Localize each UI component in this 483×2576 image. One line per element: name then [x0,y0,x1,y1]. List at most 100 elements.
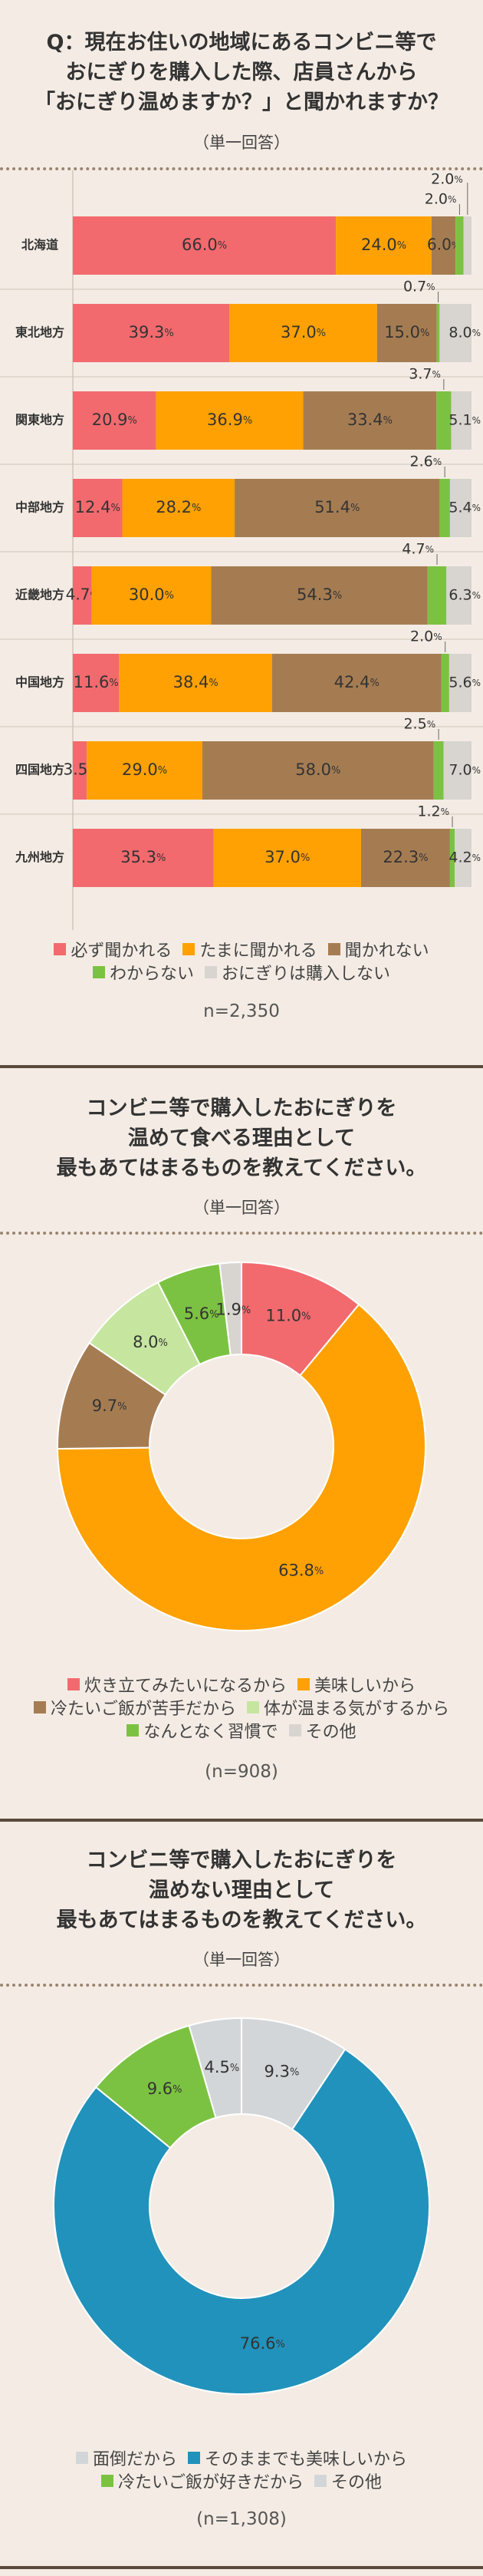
data-label: 2.0% [431,171,463,188]
percent-unit: % [192,503,201,514]
bar-segment [436,304,440,362]
legend-label: 必ず聞かれる [71,942,172,961]
data-label: 8.0% [449,325,481,341]
divider [0,167,483,170]
category-label: 中部地方 [15,500,64,515]
bar-segment [455,216,464,275]
bar-segment [432,216,456,275]
percent-unit: % [419,853,428,864]
bar-segment [213,829,361,887]
legend-swatch [33,1701,46,1713]
pie-slice [219,1261,242,1356]
bar-segment [436,391,452,450]
percent-unit: % [230,2062,239,2073]
bar-segment [156,391,304,450]
legend-swatch [54,943,67,955]
legend-swatch [127,1724,140,1737]
percent-unit: % [156,853,166,864]
legend-label: 冷たいご飯が好きだから [117,2473,304,2492]
bar-segment [91,566,212,625]
question-3-subtitle: （単一回答） [193,1951,290,1969]
legend-item: その他 [288,1718,356,1743]
percent-unit: % [472,678,481,688]
percent-unit: % [454,174,462,185]
percent-unit: % [432,369,440,380]
bar-segment [336,216,432,275]
data-label: 2.6% [410,454,442,470]
legend-label: 体が温まる気がするから [264,1700,450,1719]
sample-size: (n=908) [205,1762,278,1782]
data-label: 6.3% [449,587,481,604]
legend-label: 炊き立てみたいになるから [84,1677,287,1696]
percent-unit: % [426,544,434,555]
bar-segment [360,829,450,887]
donut-2-legend: 面倒だから そのままでも美味しいから 冷たいご飯が好きだから その他 [0,2446,483,2492]
legend-label: 面倒だから [92,2450,177,2469]
title-line: おにぎりを購入した際、店員さんから [65,61,418,84]
percent-unit: % [433,457,442,467]
legend-item: 冷たいご飯が苦手だから [33,1695,236,1720]
category-label: 中国地方 [15,675,64,690]
title-line: コンビニ等で購入したおにぎりを [86,1849,397,1872]
title-line: 温めない理由として [148,1878,335,1902]
data-label: 22.3% [383,848,428,866]
legend-label: わからない [109,965,194,984]
percent-unit: % [370,678,379,689]
legend-label: たまに聞かれる [199,942,317,961]
legend-label: そのままでも美味しいから [205,2450,408,2469]
percent-unit: % [165,590,174,602]
bar-segment [427,566,447,625]
percent-unit: % [109,678,118,689]
percent-unit: % [164,328,173,339]
sample-size: n=2,350 [203,1001,280,1021]
bar-segment [441,654,449,712]
percent-unit: % [420,328,429,339]
legend-item: 必ず聞かれる [54,937,172,961]
data-label: 5.4% [449,500,481,516]
percent-unit: % [426,282,435,292]
percent-unit: % [472,328,481,338]
bar-segment [272,654,442,712]
title-line: コンビニ等で購入したおにぎりを [86,1097,397,1120]
category-label: 九州地方 [15,850,64,865]
data-label: 1.2% [417,803,449,820]
bar-segment [202,741,434,800]
section-divider [0,1065,483,1068]
bar-segment [122,479,235,537]
section-divider [0,1819,483,1822]
percent-unit: % [110,503,120,514]
percent-unit: % [314,1565,324,1577]
legend-label: 冷たいご飯が苦手だから [50,1700,236,1719]
bar-segment [73,391,156,450]
donut-1-legend: 炊き立てみたいになるから 美味しいから 冷たいご飯が苦手だから 体が温まる気がす… [0,1673,483,1742]
stacked-bar-chart: 北海道66.0%24.0%6.0%2.0%2.0%東北地方39.3%37.0%1… [0,170,483,930]
bar-segment [449,654,472,712]
data-label: 7.0% [449,762,481,779]
data-label: 4.7% [402,541,434,558]
bar-segment [73,479,123,537]
category-label: 四国地方 [15,763,64,777]
percent-unit: % [276,2338,285,2350]
legend-item: 美味しいから [297,1672,416,1697]
percent-unit: % [448,194,456,205]
slice-label: 63.8% [278,1561,324,1579]
bar-segment [455,829,472,887]
legend-label: その他 [305,1723,356,1742]
divider [0,1984,483,1987]
data-label: 3.7% [409,366,441,383]
legend-swatch [100,2475,113,2487]
legend-label: 聞かれない [344,942,429,961]
bar-segment [73,654,120,712]
bar-segment [73,829,214,887]
title-line: 最もあてはまるものを教えてください。 [56,1156,427,1180]
donut-chart-warm-reasons: 11.0%63.8%9.7%8.0%5.6%1.9% [57,1261,426,1631]
category-label: 北海道 [21,238,58,252]
donut-chart-not-warm-reasons: 9.3%76.6%9.6%4.5% [53,2017,430,2395]
percent-unit: % [317,328,326,339]
legend-swatch [182,943,196,955]
percent-unit: % [242,1304,251,1316]
question-2-subtitle: （単一回答） [193,1199,290,1217]
bar-segment [446,566,472,625]
legend-swatch [314,2475,327,2487]
